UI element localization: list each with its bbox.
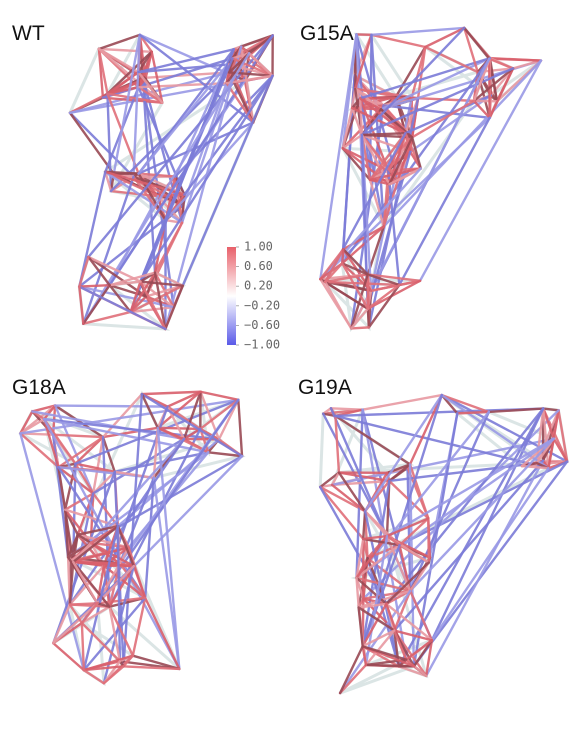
colorbar-ticks: 1.00 0.60 0.20 −0.20 −0.60 −1.00 <box>236 240 280 352</box>
panel-label: G19A <box>298 376 352 399</box>
edge <box>351 327 369 328</box>
network <box>20 392 242 684</box>
edge <box>99 49 152 52</box>
figure: WT G15A G18A G19A 1.00 0.60 0.20 −0.20 −0.60… <box>0 0 582 744</box>
edge <box>201 392 239 400</box>
network <box>70 35 273 329</box>
panel-label: G15A <box>300 22 354 45</box>
edge <box>142 392 201 394</box>
colorbar-tick-label: 0.20 <box>244 279 273 293</box>
colorbar-tick-label: −0.20 <box>244 298 280 312</box>
colorbar-tick-label: 0.60 <box>244 259 273 273</box>
edge <box>342 249 343 263</box>
networks <box>20 28 567 693</box>
colorbar-tick-label: 1.00 <box>244 240 273 254</box>
network <box>320 28 541 329</box>
edge <box>363 395 442 410</box>
panel-label: G18A <box>12 376 66 399</box>
colorbar <box>227 247 236 345</box>
edge <box>360 58 490 98</box>
edge <box>84 670 104 683</box>
edge <box>238 400 242 456</box>
network <box>320 395 567 693</box>
colorbar-tick-label: −0.60 <box>244 318 280 332</box>
panel-label: WT <box>12 22 45 45</box>
edge <box>457 412 488 413</box>
edge <box>79 285 109 286</box>
edge <box>410 395 442 464</box>
edge <box>55 406 167 407</box>
edge <box>331 408 363 409</box>
colorbar-tick-label: −1.00 <box>244 338 280 352</box>
edge <box>70 603 98 604</box>
edge <box>320 487 363 539</box>
edge <box>412 101 474 137</box>
edge <box>368 309 369 328</box>
edge <box>432 468 548 640</box>
